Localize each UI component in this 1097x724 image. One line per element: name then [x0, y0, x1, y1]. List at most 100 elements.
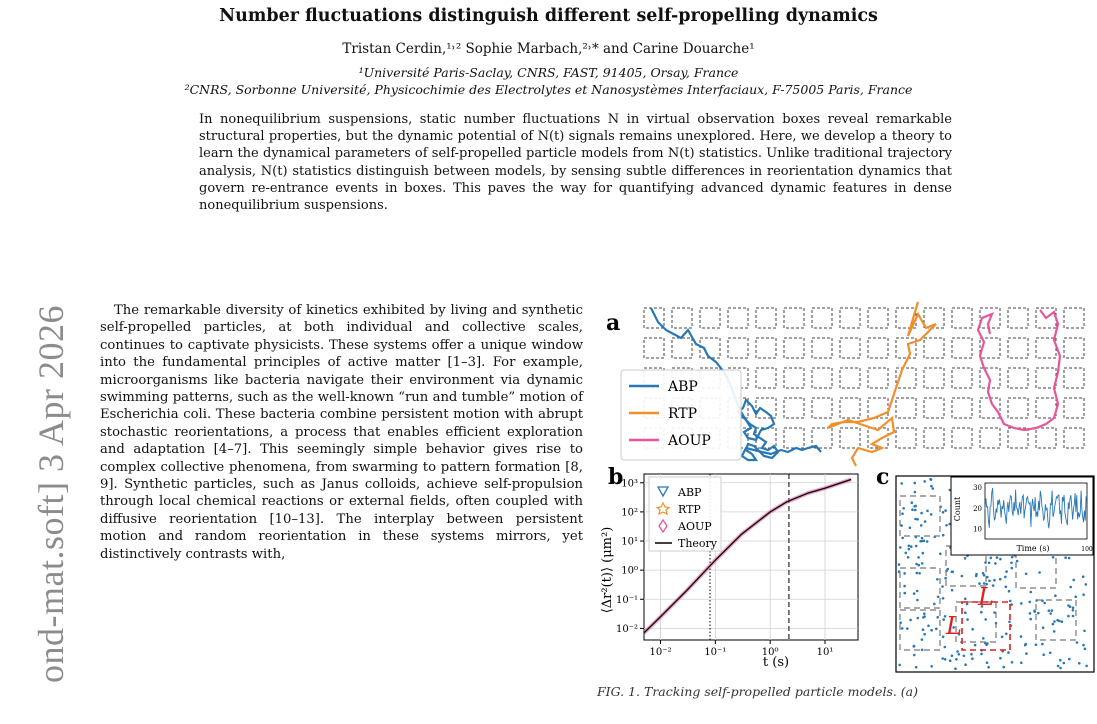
particle-dot	[906, 627, 909, 630]
particle-dot	[1054, 594, 1057, 597]
particle-dot	[906, 556, 910, 559]
msd-xtick-label: 10⁰	[762, 647, 779, 658]
particle-dot	[1083, 629, 1086, 633]
highlighted-box	[961, 601, 1011, 651]
particle-dot	[903, 584, 906, 588]
particle-dot	[982, 637, 985, 640]
particle-dot	[1058, 619, 1061, 623]
particle-dot	[916, 616, 920, 620]
msd-legend-label: ABP	[677, 486, 702, 499]
observation-box	[1035, 599, 1077, 641]
observation-box	[1063, 367, 1085, 389]
observation-box	[671, 337, 693, 359]
particle-dot	[923, 480, 926, 483]
msd-chart: 10⁻² 10⁻¹ 10⁰ 10¹ 10³ 10² 10¹ 10⁰ 10⁻¹ 10⁻² ABP RTP…	[616, 473, 859, 658]
observation-box	[699, 307, 721, 329]
particle-dot	[930, 484, 933, 488]
observation-box	[783, 337, 805, 359]
particle-dot	[1071, 614, 1075, 618]
msd-ytick-label: 10⁰	[621, 566, 638, 577]
particle-dot	[1074, 595, 1077, 598]
legend-aoup-label: AOUP	[667, 433, 711, 449]
observation-box	[867, 337, 889, 359]
particle-dot	[998, 577, 1002, 581]
figure-1: a ABP RTP AOUP b 10⁻² 10⁻¹ 10⁰ 10¹ 10³ 10² 10¹…	[600, 301, 1095, 673]
particle-dot	[960, 574, 964, 578]
count-xlabel: Time (s)	[1016, 544, 1049, 553]
particle-dot	[1067, 556, 1071, 560]
msd-ytick-label: 10³	[621, 478, 638, 489]
observation-box	[923, 367, 945, 389]
particle-dot	[914, 544, 918, 548]
particle-dot	[925, 540, 929, 543]
particle-dot	[941, 511, 945, 514]
observation-box	[839, 397, 861, 419]
particle-dot	[901, 536, 904, 540]
particle-dot	[1078, 662, 1081, 665]
particle-dot	[986, 642, 989, 645]
observation-box	[727, 337, 749, 359]
observation-box	[755, 337, 777, 359]
particle-dot	[975, 572, 978, 576]
particle-dot	[1020, 602, 1023, 605]
legend-abp-label: ABP	[667, 379, 698, 395]
panel-c-label: c	[876, 464, 889, 490]
particle-dot	[1010, 566, 1014, 570]
particle-dot	[957, 632, 961, 636]
particle-dot	[995, 556, 999, 559]
particle-dot	[955, 658, 958, 661]
particle-dot	[943, 658, 947, 661]
observation-box	[1007, 427, 1029, 449]
particle-dot	[913, 481, 916, 485]
particle-dot	[900, 482, 903, 485]
particle-dot	[1081, 575, 1085, 578]
particle-dot	[1010, 661, 1014, 664]
particle-dot	[911, 508, 914, 511]
aoup-trajectory	[976, 309, 1062, 432]
particle-dot	[1071, 609, 1075, 612]
msd-ytick-label: 10⁻²	[616, 624, 638, 635]
particle-dot	[1051, 622, 1055, 626]
box-size-label: L	[977, 583, 994, 611]
particle-dot	[907, 547, 911, 551]
particle-dot	[1060, 620, 1064, 623]
particle-dot	[999, 557, 1002, 561]
particle-dot	[909, 618, 912, 622]
observation-box	[951, 427, 973, 449]
msd-legend-label: AOUP	[677, 520, 712, 533]
particle-dot	[971, 627, 974, 631]
observation-box	[643, 307, 665, 329]
particle-dot	[945, 524, 948, 527]
msd-legend	[648, 476, 722, 552]
observation-box	[1063, 427, 1085, 449]
msd-ytick-label: 10⁻¹	[616, 595, 638, 606]
particle-dot	[914, 508, 917, 512]
particle-dot	[921, 551, 925, 555]
observation-box	[783, 397, 805, 419]
particle-dot	[980, 610, 983, 614]
particle-dot	[944, 509, 947, 512]
particle-dot	[936, 578, 939, 581]
particle-dot	[920, 536, 924, 540]
author-list: Tristan Cerdin,¹˒² Sophie Marbach,²˒* an…	[342, 41, 755, 57]
particle-dot	[918, 572, 921, 575]
particle-dot	[899, 546, 902, 549]
observation-box	[839, 337, 861, 359]
observation-box	[1007, 397, 1029, 419]
particle-dot	[1028, 612, 1032, 615]
particle-dot	[1010, 555, 1014, 559]
particle-dot	[920, 638, 924, 641]
body-column: The remarkable diversity of kinetics exh…	[100, 302, 583, 563]
particle-dot	[980, 652, 983, 656]
observation-box	[867, 397, 889, 419]
msd-xtick-label: 10¹	[817, 647, 834, 658]
particle-dot	[929, 478, 933, 481]
particle-dot	[944, 576, 947, 580]
observation-box	[727, 307, 749, 329]
particle-dot	[954, 667, 957, 670]
observation-box	[1063, 337, 1085, 359]
particle-dot	[920, 511, 923, 515]
observation-box	[643, 337, 665, 359]
observation-box	[895, 427, 917, 449]
observation-box	[899, 495, 941, 537]
